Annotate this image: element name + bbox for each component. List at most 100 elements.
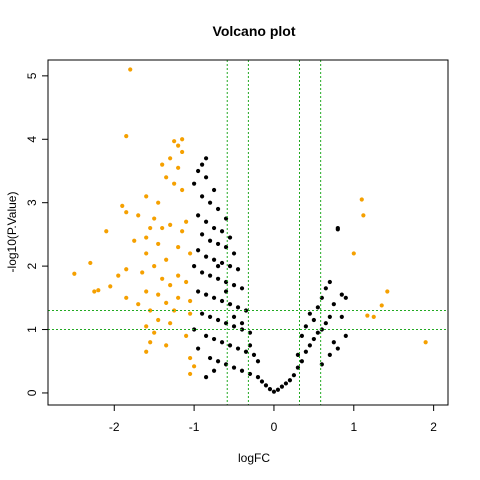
point bbox=[231, 251, 237, 256]
point bbox=[211, 336, 217, 342]
point bbox=[172, 181, 177, 186]
point bbox=[315, 330, 320, 335]
point bbox=[176, 295, 181, 300]
point bbox=[116, 273, 121, 278]
point bbox=[203, 175, 209, 180]
point bbox=[180, 149, 185, 155]
point bbox=[255, 374, 261, 380]
point bbox=[335, 227, 340, 232]
point bbox=[164, 257, 169, 262]
point bbox=[287, 378, 293, 383]
point bbox=[188, 371, 193, 377]
point bbox=[365, 313, 370, 318]
point bbox=[267, 387, 273, 392]
point bbox=[199, 194, 205, 199]
point bbox=[231, 324, 237, 329]
point bbox=[219, 298, 225, 304]
point bbox=[207, 355, 213, 361]
point bbox=[295, 365, 301, 370]
point bbox=[299, 333, 304, 338]
point bbox=[219, 260, 225, 266]
point bbox=[172, 139, 177, 144]
point bbox=[88, 260, 93, 266]
point bbox=[195, 346, 201, 351]
point bbox=[227, 235, 233, 240]
point bbox=[72, 271, 77, 276]
point bbox=[128, 67, 133, 72]
point bbox=[231, 314, 237, 319]
point bbox=[176, 244, 181, 250]
point bbox=[168, 222, 173, 227]
point bbox=[144, 194, 149, 199]
point bbox=[323, 321, 328, 326]
x-tick-label: -1 bbox=[189, 420, 200, 434]
point bbox=[335, 346, 340, 351]
plot-frame bbox=[47, 59, 449, 406]
point bbox=[339, 292, 344, 297]
point bbox=[239, 327, 245, 332]
point bbox=[303, 349, 308, 354]
point bbox=[307, 311, 312, 316]
point bbox=[188, 251, 193, 256]
point bbox=[263, 383, 269, 388]
point bbox=[303, 324, 308, 329]
point bbox=[361, 213, 366, 218]
point bbox=[331, 302, 336, 307]
point bbox=[156, 241, 161, 247]
y-tick-label: 0 bbox=[25, 389, 39, 396]
point bbox=[168, 283, 173, 288]
point bbox=[379, 303, 384, 308]
point bbox=[188, 311, 193, 316]
point bbox=[371, 314, 376, 319]
point bbox=[327, 314, 332, 319]
point bbox=[239, 368, 245, 373]
point bbox=[231, 283, 237, 288]
point bbox=[247, 371, 253, 377]
point bbox=[203, 254, 209, 259]
point bbox=[104, 229, 109, 234]
y-tick-label: 5 bbox=[25, 72, 39, 79]
point bbox=[203, 333, 209, 338]
point bbox=[239, 321, 245, 326]
point bbox=[243, 308, 249, 313]
point bbox=[188, 298, 193, 304]
x-tick-label: 0 bbox=[271, 420, 278, 434]
point bbox=[168, 156, 173, 161]
point bbox=[195, 213, 201, 218]
point bbox=[203, 374, 209, 380]
point bbox=[148, 308, 153, 313]
y-tick-label: 3 bbox=[25, 199, 39, 206]
point bbox=[211, 368, 217, 373]
point bbox=[140, 270, 145, 275]
point bbox=[275, 387, 281, 392]
point bbox=[231, 365, 237, 370]
point bbox=[203, 156, 209, 161]
point bbox=[199, 162, 205, 167]
point bbox=[385, 289, 390, 294]
point bbox=[323, 286, 328, 291]
point bbox=[215, 206, 221, 212]
point bbox=[307, 343, 312, 348]
point bbox=[247, 343, 253, 348]
point bbox=[207, 314, 213, 319]
point bbox=[203, 219, 209, 224]
point bbox=[311, 336, 316, 342]
point bbox=[207, 273, 213, 278]
point bbox=[235, 346, 241, 351]
point bbox=[144, 324, 149, 329]
point bbox=[299, 359, 304, 364]
point bbox=[176, 165, 181, 170]
point bbox=[215, 317, 221, 323]
point bbox=[152, 264, 157, 269]
point bbox=[211, 225, 217, 231]
point bbox=[144, 251, 149, 256]
point bbox=[207, 238, 213, 243]
point bbox=[176, 273, 181, 278]
point bbox=[156, 200, 161, 205]
point bbox=[211, 187, 217, 193]
point bbox=[219, 229, 225, 234]
x-tick-label: -2 bbox=[109, 420, 120, 434]
point bbox=[327, 279, 332, 285]
